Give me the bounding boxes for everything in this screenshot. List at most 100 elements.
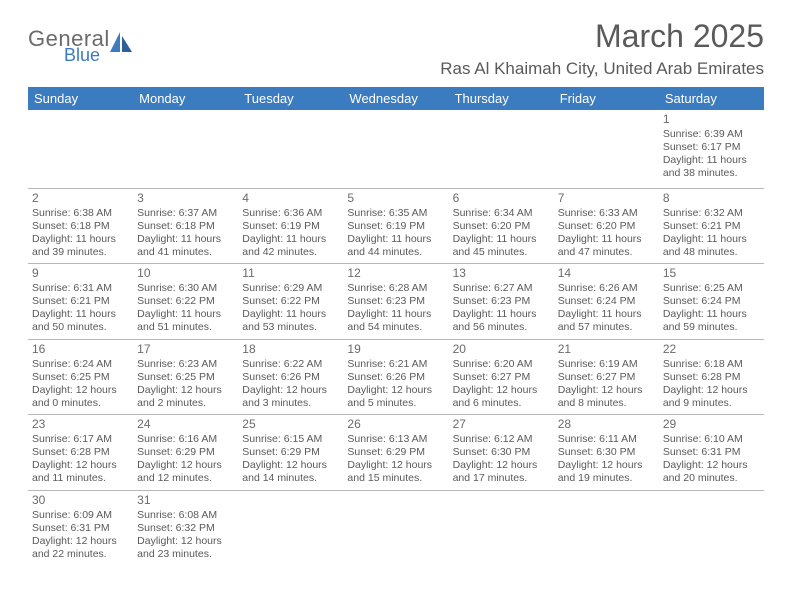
day-cell: 6Sunrise: 6:34 AMSunset: 6:20 PMDaylight… xyxy=(449,188,554,264)
weekday-header: Wednesday xyxy=(343,87,448,110)
sunrise-text: Sunrise: 6:38 AM xyxy=(32,207,129,220)
day-number: 15 xyxy=(663,266,760,281)
daylight-text: Daylight: 11 hours and 42 minutes. xyxy=(242,233,339,259)
day-number: 30 xyxy=(32,493,129,508)
sunrise-text: Sunrise: 6:09 AM xyxy=(32,509,129,522)
sunrise-text: Sunrise: 6:21 AM xyxy=(347,358,444,371)
daylight-text: Daylight: 12 hours and 9 minutes. xyxy=(663,384,760,410)
sunset-text: Sunset: 6:30 PM xyxy=(558,446,655,459)
daylight-text: Daylight: 11 hours and 54 minutes. xyxy=(347,308,444,334)
day-cell: 18Sunrise: 6:22 AMSunset: 6:26 PMDayligh… xyxy=(238,339,343,415)
sunrise-text: Sunrise: 6:24 AM xyxy=(32,358,129,371)
sunrise-text: Sunrise: 6:19 AM xyxy=(558,358,655,371)
daylight-text: Daylight: 12 hours and 23 minutes. xyxy=(137,535,234,561)
sunset-text: Sunset: 6:18 PM xyxy=(32,220,129,233)
daylight-text: Daylight: 11 hours and 56 minutes. xyxy=(453,308,550,334)
day-number: 2 xyxy=(32,191,129,206)
sunset-text: Sunset: 6:28 PM xyxy=(663,371,760,384)
empty-cell xyxy=(238,110,343,188)
sunrise-text: Sunrise: 6:25 AM xyxy=(663,282,760,295)
day-cell: 11Sunrise: 6:29 AMSunset: 6:22 PMDayligh… xyxy=(238,264,343,340)
sunrise-text: Sunrise: 6:32 AM xyxy=(663,207,760,220)
day-cell: 14Sunrise: 6:26 AMSunset: 6:24 PMDayligh… xyxy=(554,264,659,340)
empty-cell xyxy=(659,490,764,565)
day-cell: 17Sunrise: 6:23 AMSunset: 6:25 PMDayligh… xyxy=(133,339,238,415)
sunrise-text: Sunrise: 6:33 AM xyxy=(558,207,655,220)
weekday-header: Thursday xyxy=(449,87,554,110)
sunset-text: Sunset: 6:25 PM xyxy=(137,371,234,384)
daylight-text: Daylight: 12 hours and 11 minutes. xyxy=(32,459,129,485)
sunset-text: Sunset: 6:17 PM xyxy=(663,141,760,154)
week-row: 9Sunrise: 6:31 AMSunset: 6:21 PMDaylight… xyxy=(28,264,764,340)
sunrise-text: Sunrise: 6:12 AM xyxy=(453,433,550,446)
day-number: 1 xyxy=(663,112,760,127)
daylight-text: Daylight: 12 hours and 8 minutes. xyxy=(558,384,655,410)
sunrise-text: Sunrise: 6:22 AM xyxy=(242,358,339,371)
sunrise-text: Sunrise: 6:35 AM xyxy=(347,207,444,220)
empty-cell xyxy=(449,490,554,565)
week-row: 16Sunrise: 6:24 AMSunset: 6:25 PMDayligh… xyxy=(28,339,764,415)
sunrise-text: Sunrise: 6:31 AM xyxy=(32,282,129,295)
sunset-text: Sunset: 6:21 PM xyxy=(663,220,760,233)
sunset-text: Sunset: 6:22 PM xyxy=(242,295,339,308)
daylight-text: Daylight: 11 hours and 47 minutes. xyxy=(558,233,655,259)
day-number: 26 xyxy=(347,417,444,432)
daylight-text: Daylight: 11 hours and 39 minutes. xyxy=(32,233,129,259)
day-cell: 23Sunrise: 6:17 AMSunset: 6:28 PMDayligh… xyxy=(28,415,133,491)
day-number: 13 xyxy=(453,266,550,281)
day-cell: 2Sunrise: 6:38 AMSunset: 6:18 PMDaylight… xyxy=(28,188,133,264)
weekday-header: Friday xyxy=(554,87,659,110)
sunset-text: Sunset: 6:23 PM xyxy=(453,295,550,308)
day-cell: 21Sunrise: 6:19 AMSunset: 6:27 PMDayligh… xyxy=(554,339,659,415)
day-cell: 4Sunrise: 6:36 AMSunset: 6:19 PMDaylight… xyxy=(238,188,343,264)
sunrise-text: Sunrise: 6:34 AM xyxy=(453,207,550,220)
day-number: 11 xyxy=(242,266,339,281)
header: General Blue March 2025 Ras Al Khaimah C… xyxy=(28,18,764,79)
day-number: 19 xyxy=(347,342,444,357)
sunrise-text: Sunrise: 6:23 AM xyxy=(137,358,234,371)
day-number: 23 xyxy=(32,417,129,432)
day-cell: 1Sunrise: 6:39 AMSunset: 6:17 PMDaylight… xyxy=(659,110,764,188)
location-text: Ras Al Khaimah City, United Arab Emirate… xyxy=(440,59,764,79)
week-row: 2Sunrise: 6:38 AMSunset: 6:18 PMDaylight… xyxy=(28,188,764,264)
sunrise-text: Sunrise: 6:17 AM xyxy=(32,433,129,446)
daylight-text: Daylight: 12 hours and 20 minutes. xyxy=(663,459,760,485)
day-number: 22 xyxy=(663,342,760,357)
day-cell: 19Sunrise: 6:21 AMSunset: 6:26 PMDayligh… xyxy=(343,339,448,415)
sunset-text: Sunset: 6:29 PM xyxy=(242,446,339,459)
day-number: 28 xyxy=(558,417,655,432)
daylight-text: Daylight: 12 hours and 12 minutes. xyxy=(137,459,234,485)
sunset-text: Sunset: 6:24 PM xyxy=(663,295,760,308)
day-number: 27 xyxy=(453,417,550,432)
logo-text: General Blue xyxy=(28,28,110,64)
day-number: 24 xyxy=(137,417,234,432)
sunset-text: Sunset: 6:21 PM xyxy=(32,295,129,308)
day-cell: 24Sunrise: 6:16 AMSunset: 6:29 PMDayligh… xyxy=(133,415,238,491)
sunset-text: Sunset: 6:29 PM xyxy=(347,446,444,459)
daylight-text: Daylight: 12 hours and 3 minutes. xyxy=(242,384,339,410)
daylight-text: Daylight: 12 hours and 5 minutes. xyxy=(347,384,444,410)
sunset-text: Sunset: 6:25 PM xyxy=(32,371,129,384)
day-cell: 12Sunrise: 6:28 AMSunset: 6:23 PMDayligh… xyxy=(343,264,448,340)
empty-cell xyxy=(343,110,448,188)
daylight-text: Daylight: 12 hours and 2 minutes. xyxy=(137,384,234,410)
day-cell: 27Sunrise: 6:12 AMSunset: 6:30 PMDayligh… xyxy=(449,415,554,491)
daylight-text: Daylight: 12 hours and 19 minutes. xyxy=(558,459,655,485)
sunrise-text: Sunrise: 6:37 AM xyxy=(137,207,234,220)
sail-icon xyxy=(108,30,134,59)
day-number: 7 xyxy=(558,191,655,206)
daylight-text: Daylight: 11 hours and 44 minutes. xyxy=(347,233,444,259)
title-block: March 2025 Ras Al Khaimah City, United A… xyxy=(440,18,764,79)
sunrise-text: Sunrise: 6:36 AM xyxy=(242,207,339,220)
day-number: 5 xyxy=(347,191,444,206)
daylight-text: Daylight: 12 hours and 22 minutes. xyxy=(32,535,129,561)
day-number: 6 xyxy=(453,191,550,206)
day-cell: 7Sunrise: 6:33 AMSunset: 6:20 PMDaylight… xyxy=(554,188,659,264)
empty-cell xyxy=(343,490,448,565)
day-cell: 5Sunrise: 6:35 AMSunset: 6:19 PMDaylight… xyxy=(343,188,448,264)
sunrise-text: Sunrise: 6:15 AM xyxy=(242,433,339,446)
calendar-page: General Blue March 2025 Ras Al Khaimah C… xyxy=(0,0,792,575)
empty-cell xyxy=(449,110,554,188)
daylight-text: Daylight: 11 hours and 59 minutes. xyxy=(663,308,760,334)
day-number: 10 xyxy=(137,266,234,281)
